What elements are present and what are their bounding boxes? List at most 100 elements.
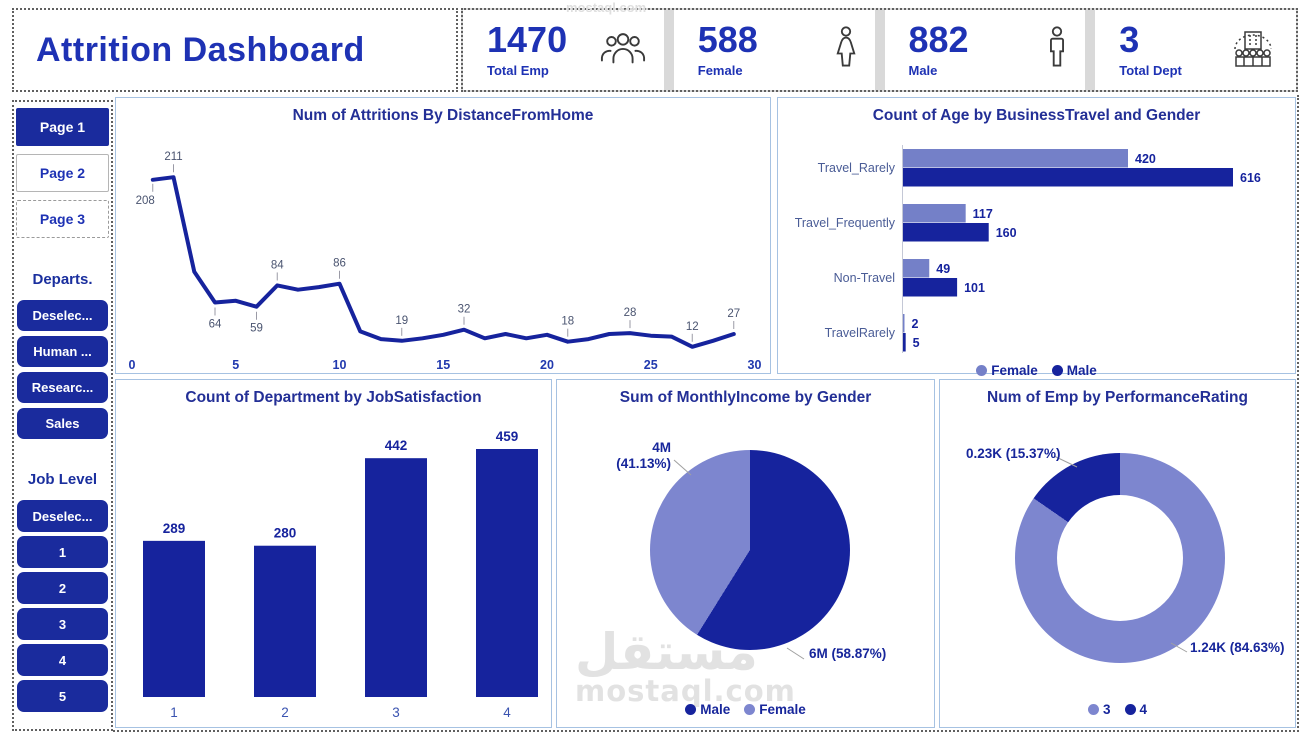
kpi-total-dept-text: 3 Total Dept: [1119, 22, 1182, 79]
legend-item-male[interactable]: Male: [685, 702, 730, 717]
departments-research-button[interactable]: Researc...: [17, 372, 108, 403]
hbar-male-bar[interactable]: [902, 223, 989, 242]
legend-item-female[interactable]: Female: [744, 702, 806, 717]
hbar-female-bar[interactable]: [902, 259, 929, 278]
legend-item-3[interactable]: 3: [1087, 702, 1111, 717]
line-point-label: 86: [333, 258, 346, 270]
donut-label-rating4: 0.23K (15.37%): [966, 446, 1061, 461]
hbar-male-bar[interactable]: [902, 333, 906, 352]
svg-text:5: 5: [232, 358, 239, 371]
line-point-label: 32: [458, 304, 471, 316]
hbar-value-label: 2: [911, 317, 918, 331]
pie-chart-title: Sum of MonthlyIncome by Gender: [619, 389, 872, 406]
hbar-value-label: 420: [1135, 152, 1156, 166]
line-point-label: 208: [136, 195, 155, 207]
hbar-value-label: 117: [972, 207, 992, 221]
legend-label: Male: [700, 702, 731, 717]
column-value-label: 289: [163, 521, 186, 536]
kpi-total-emp-value: 1470: [487, 19, 568, 60]
legend-label: 4: [1139, 702, 1148, 717]
job-level-heading: Job Level: [27, 471, 98, 488]
people-group-icon: [600, 30, 646, 71]
departments-sales-button[interactable]: Sales: [17, 408, 108, 439]
jobsatisfaction-bar[interactable]: [254, 545, 316, 697]
departments-slicer: Deselec... Human ... Researc... Sales: [16, 300, 109, 439]
job-level-2-button[interactable]: 2: [17, 572, 108, 604]
kpi-female-label: Female: [697, 63, 743, 78]
kpi-male-value: 882: [908, 19, 969, 60]
legend-label: Female: [991, 363, 1038, 378]
legend-dot: [976, 365, 988, 376]
line-point-label: 18: [561, 316, 574, 328]
kpi-total-dept-label: Total Dept: [1119, 63, 1182, 78]
job-level-5-button[interactable]: 5: [17, 680, 108, 712]
column-category-label: 1: [170, 705, 178, 720]
column-chart-panel: Count of Department by JobSatisfaction 2…: [115, 379, 552, 728]
jobsatisfaction-bar[interactable]: [365, 458, 427, 697]
hbar-legend: Female Male: [778, 363, 1295, 378]
hbar-category-label: TravelRarely: [824, 326, 895, 340]
legend-label: Female: [759, 702, 806, 717]
svg-text:30: 30: [748, 358, 762, 371]
hbar-value-label: 616: [1240, 171, 1261, 185]
hbar-female-bar[interactable]: [902, 314, 905, 333]
departments-human-resources-button[interactable]: Human ...: [17, 336, 108, 367]
job-level-3-button[interactable]: 3: [17, 608, 108, 640]
column-category-label: 3: [392, 705, 400, 720]
hbar-male-bar[interactable]: [902, 278, 957, 297]
jobsatisfaction-bar[interactable]: [143, 540, 205, 697]
page-2-button[interactable]: Page 2: [16, 154, 109, 192]
donut-performance-rating[interactable]: [1015, 453, 1225, 663]
line-point-label: 28: [624, 307, 637, 319]
hbar-category-label: Travel_Frequently: [794, 216, 895, 230]
pie-chart-panel: Sum of MonthlyIncome by Gender 4M (41.13…: [556, 379, 935, 728]
hbar-value-label: 49: [936, 262, 950, 276]
donut-chart-panel: Num of Emp by PerformanceRating 0.23K (1…: [939, 379, 1296, 728]
svg-text:10: 10: [333, 358, 347, 371]
kpi-female: 588 Female: [673, 10, 875, 90]
pie-label-male: 6M (58.87%): [809, 646, 887, 661]
legend-dot: [1051, 365, 1063, 376]
hbar-female-bar[interactable]: [902, 149, 1128, 168]
line-point-label: 59: [250, 323, 263, 335]
line-point-label: 211: [164, 151, 182, 163]
sidebar: Page 1 Page 2 Page 3 Departs. Deselec...…: [12, 100, 113, 731]
donut-chart-title: Num of Emp by PerformanceRating: [987, 389, 1248, 406]
kpi-male: 882 Male: [884, 10, 1086, 90]
kpi-total-dept: 3 Total Dept: [1095, 10, 1296, 90]
pie-monthly-income[interactable]: [650, 450, 850, 650]
column-chart-svg: 289 1 280 2 442 3 459 4: [143, 429, 538, 720]
legend-dot: [1087, 704, 1099, 715]
legend-item-male[interactable]: Male: [1051, 363, 1097, 378]
hbar-value-label: 5: [912, 336, 919, 350]
kpi-total-emp: 1470 Total Emp: [463, 10, 664, 90]
legend-item-female[interactable]: Female: [976, 363, 1038, 378]
page-1-button[interactable]: Page 1: [16, 108, 109, 146]
attrition-line[interactable]: [150, 175, 736, 349]
line-point-label: 64: [209, 318, 222, 330]
pie-label-female-value: 4M: [652, 440, 671, 455]
line-point-label: 12: [686, 321, 699, 333]
hbar-female-bar[interactable]: [902, 204, 966, 223]
kpi-total-emp-text: 1470 Total Emp: [487, 19, 568, 79]
departments-deselect-button[interactable]: Deselec...: [17, 300, 108, 331]
job-level-1-button[interactable]: 1: [17, 536, 108, 568]
male-icon: [1047, 25, 1067, 75]
hbar-male-bar[interactable]: [902, 168, 1233, 187]
page-3-button[interactable]: Page 3: [16, 200, 109, 238]
legend-dot: [744, 704, 756, 715]
column-category-label: 2: [281, 705, 289, 720]
legend-dot: [1124, 704, 1136, 715]
jobsatisfaction-bar[interactable]: [476, 449, 538, 697]
svg-text:0: 0: [129, 358, 136, 371]
legend-item-4[interactable]: 4: [1124, 702, 1148, 717]
line-chart-svg: 0 5 10 15 20 25 30 208 211 64 59 84 86 19 32 18 28 12 27: [129, 151, 762, 371]
job-level-deselect-button[interactable]: Deselec...: [17, 500, 108, 532]
female-icon: [835, 25, 857, 75]
kpi-female-value: 588: [697, 19, 758, 60]
dashboard-title-box: Attrition Dashboard: [12, 8, 458, 92]
hbar-chart-svg: Travel_Rarely420616Travel_Frequently1171…: [794, 145, 1261, 353]
job-level-4-button[interactable]: 4: [17, 644, 108, 676]
line-chart-panel: Num of Attritions By DistanceFromHome 0 5…: [115, 97, 771, 374]
